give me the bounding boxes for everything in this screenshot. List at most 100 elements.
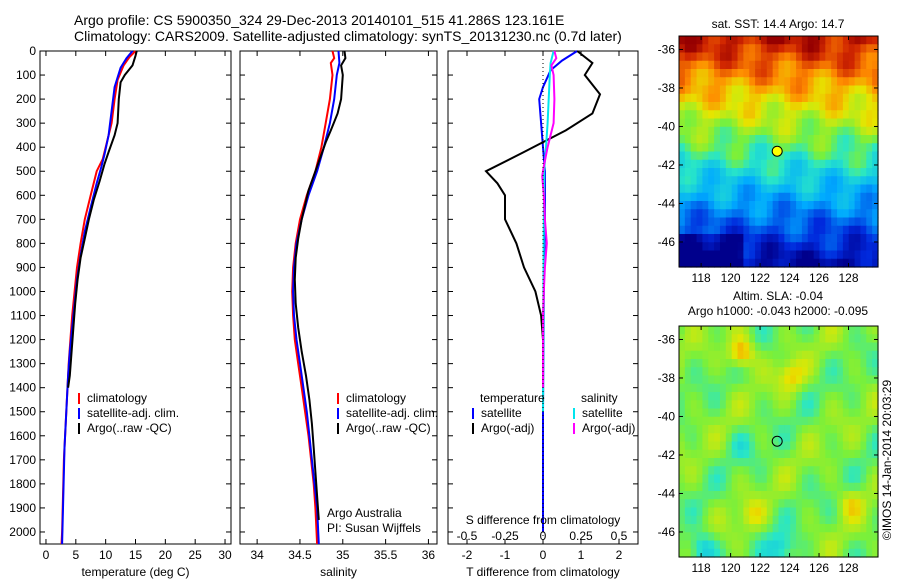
map-cell (714, 176, 721, 186)
map-cell (848, 93, 856, 103)
map-cell (725, 532, 733, 542)
map-cell (807, 85, 815, 95)
map-cell (813, 192, 821, 202)
map-cell (860, 350, 867, 360)
map-cell (837, 540, 844, 550)
map-cell (807, 143, 815, 153)
map-cell (801, 392, 809, 401)
legend-label: climatology (87, 391, 147, 405)
map-cell (725, 433, 733, 443)
map-cell (778, 168, 785, 177)
map-cell (813, 350, 821, 360)
map-cell (696, 524, 704, 533)
map-cell (872, 524, 879, 533)
map-cell (690, 118, 698, 128)
map-cell (755, 234, 762, 243)
map-cell (825, 548, 832, 558)
map-y-tick-label: -38 (658, 371, 676, 385)
map-cell (731, 60, 739, 70)
map-cell (790, 441, 797, 451)
map-cell (837, 383, 844, 393)
map-cell (755, 36, 762, 45)
map-cell (831, 77, 838, 87)
map-cell (842, 168, 850, 177)
map-cell (725, 234, 733, 243)
map-cell (749, 326, 756, 335)
map-cell (760, 118, 768, 128)
map-cell (831, 425, 838, 434)
map-cell (854, 217, 862, 227)
map-cell (696, 85, 704, 95)
map-cell (708, 225, 715, 235)
map-cell (854, 524, 862, 533)
map-cell (796, 118, 803, 128)
map-cell (842, 143, 850, 153)
map-cell (679, 466, 686, 476)
map-cell (714, 433, 721, 443)
map-cell (860, 491, 867, 500)
map-cell (684, 60, 692, 70)
map-cell (778, 416, 785, 426)
map-cell (807, 334, 815, 344)
map-cell (842, 367, 850, 377)
map-cell (837, 400, 844, 410)
map-cell (743, 491, 750, 500)
map-cell (790, 192, 797, 202)
map-cell (778, 184, 785, 194)
map-cell (831, 416, 838, 426)
map-cell (755, 326, 762, 335)
map-cell (708, 143, 715, 153)
map-cell (854, 44, 862, 54)
x-tick-label-salinity: 34.5 (288, 548, 312, 562)
map-cell (679, 135, 686, 144)
map-cell (813, 52, 821, 62)
map-cell (813, 242, 821, 252)
map-cell (854, 143, 862, 153)
map-cell (772, 250, 780, 260)
map-cell (842, 85, 850, 95)
map-cell (702, 85, 709, 95)
map-cell (714, 540, 721, 550)
map-cell (801, 367, 809, 377)
map-cell (737, 425, 744, 434)
map-cell (837, 532, 844, 542)
map-cell (719, 69, 727, 78)
map-cell (825, 433, 832, 443)
map-cell (866, 93, 873, 103)
map-cell (684, 85, 692, 95)
map-cell (860, 499, 867, 509)
y-tick-label: 1700 (9, 453, 36, 467)
map-cell (796, 217, 803, 227)
map-cell (719, 491, 727, 500)
map-cell (679, 515, 686, 525)
map-cell (719, 110, 727, 120)
map-cell (837, 359, 844, 368)
map-cell (813, 85, 821, 95)
map-cell (708, 334, 715, 344)
map-cell (690, 491, 698, 500)
map-cell (737, 102, 744, 111)
map-cell (755, 425, 762, 434)
map-cell (848, 350, 856, 360)
map-cell (860, 102, 867, 111)
map-cell (825, 118, 832, 128)
map-cell (837, 85, 844, 95)
map-cell (743, 466, 750, 476)
map-cell (825, 400, 832, 410)
map-cell (807, 350, 815, 360)
map-cell (772, 449, 780, 459)
map-cell (837, 69, 844, 78)
map-cell (755, 441, 762, 451)
map-cell (848, 532, 856, 542)
map-cell (708, 425, 715, 434)
map-cell (737, 168, 744, 177)
map-cell (784, 60, 791, 70)
map-cell (778, 143, 785, 153)
map-cell (796, 416, 803, 426)
map-cell (702, 367, 709, 377)
map-cell (801, 350, 809, 360)
map-cell (755, 168, 762, 177)
map-cell (749, 416, 756, 426)
map-cell (831, 250, 838, 260)
map-cell (760, 159, 768, 169)
